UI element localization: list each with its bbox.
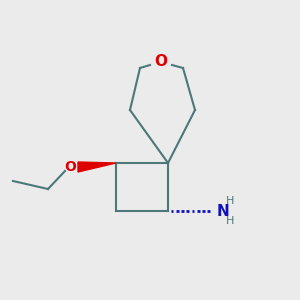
Text: O: O	[154, 55, 167, 70]
Text: H: H	[226, 196, 234, 206]
Text: O: O	[64, 160, 76, 174]
Polygon shape	[78, 162, 116, 172]
Text: H: H	[226, 216, 234, 226]
Text: N: N	[217, 203, 230, 218]
